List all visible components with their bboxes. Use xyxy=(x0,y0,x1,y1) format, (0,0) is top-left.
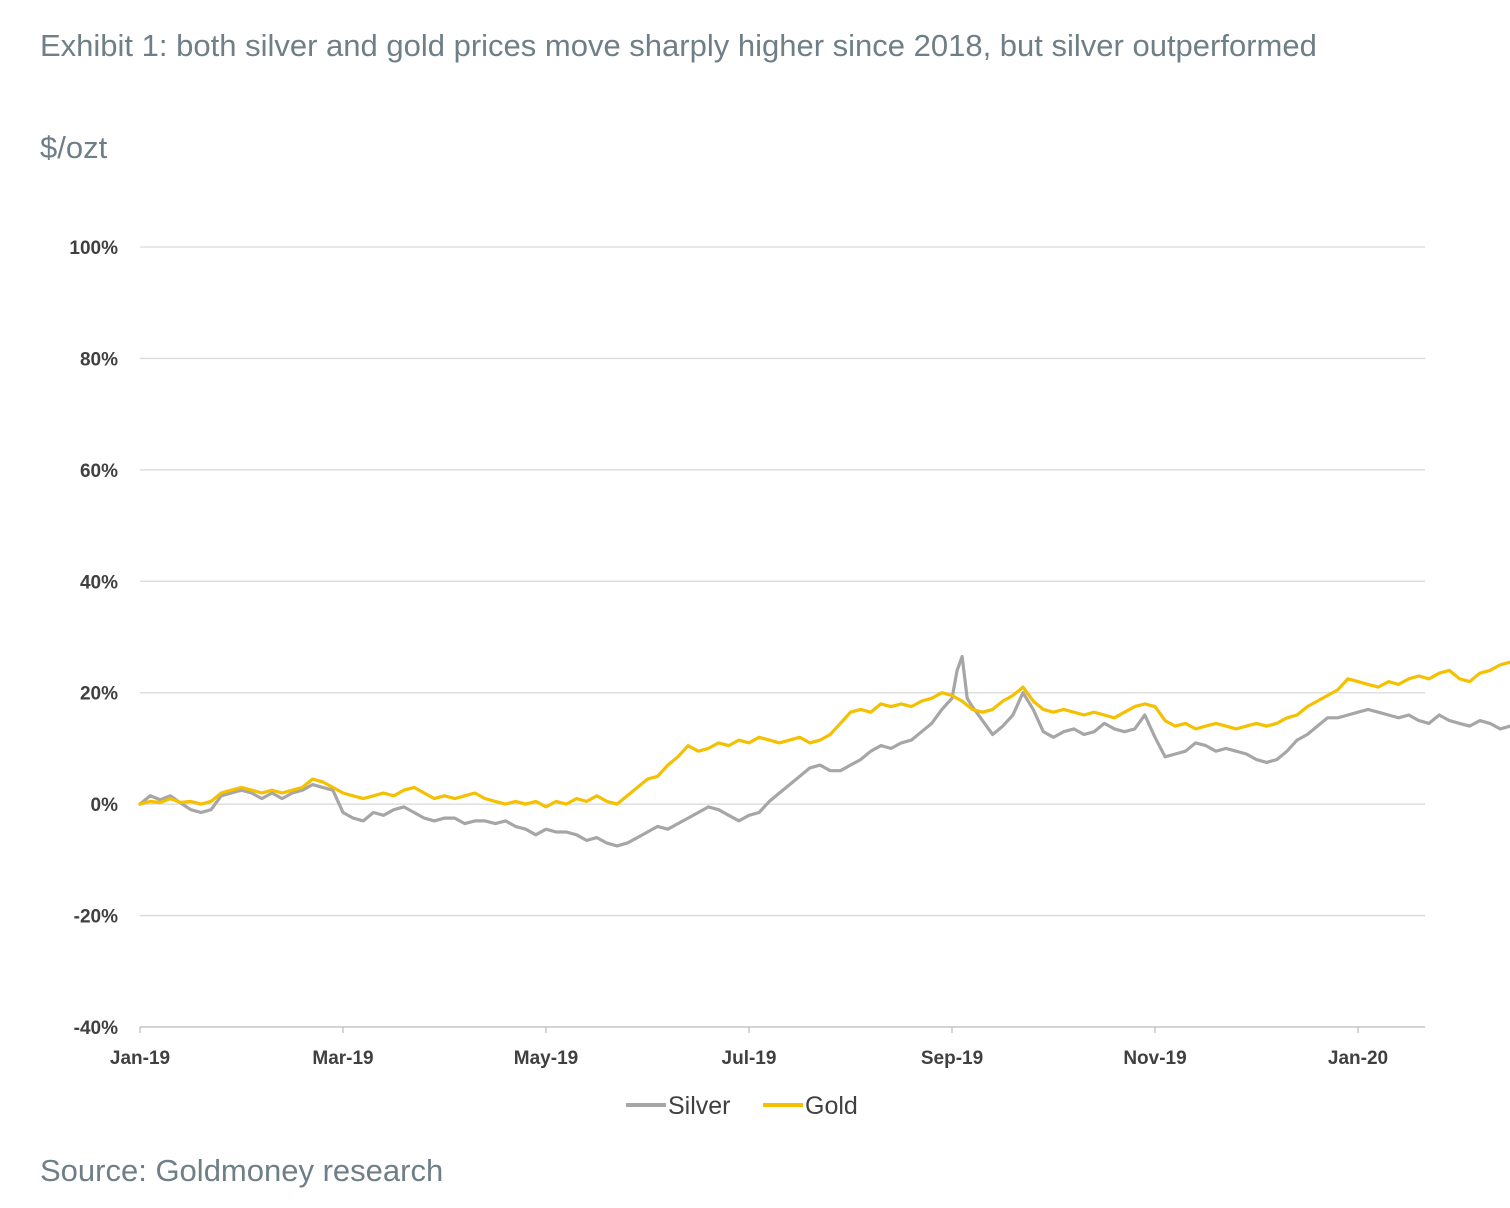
source-note: Source: Goldmoney research xyxy=(40,1153,444,1188)
x-tick-label: Mar-19 xyxy=(312,1048,373,1069)
y-axis-ticks: 100% 80% 60% 40% 20% 0% -20% -40% xyxy=(69,238,118,1039)
y-tick-label: 20% xyxy=(80,684,118,705)
legend-label-silver: Silver xyxy=(668,1092,731,1120)
y-tick-label: 100% xyxy=(69,238,118,259)
series-line-silver xyxy=(138,654,1510,848)
y-tick-label: 0% xyxy=(91,795,119,816)
x-tick-label: Jan-19 xyxy=(110,1048,170,1069)
x-tick-label: Jan-20 xyxy=(1328,1048,1388,1069)
y-tick-label: 40% xyxy=(80,572,118,593)
y-tick-label: -20% xyxy=(74,907,118,928)
series-lines xyxy=(138,654,1510,848)
legend: Silver Gold xyxy=(626,1092,858,1120)
series-line-gold xyxy=(138,660,1510,809)
x-tick-label: May-19 xyxy=(514,1048,578,1069)
x-tick-label: Jul-19 xyxy=(722,1048,777,1069)
y-tick-label: 80% xyxy=(80,349,118,370)
x-axis-ticks: Jan-19 Mar-19 May-19 Jul-19 Sep-19 Nov-19 Jan-… xyxy=(110,1026,1425,1069)
x-tick-label: Nov-19 xyxy=(1123,1048,1186,1069)
x-tick-label: Sep-19 xyxy=(921,1048,983,1069)
line-chart: 100% 80% 60% 40% 20% 0% -20% -40% Jan-19 Mar-19 M… xyxy=(69,238,1510,1120)
legend-label-gold: Gold xyxy=(805,1092,858,1120)
gridlines xyxy=(140,246,1425,1028)
unit-label: $/ozt xyxy=(40,130,108,165)
y-tick-label: -40% xyxy=(74,1018,118,1039)
chart-title: Exhibit 1: both silver and gold prices m… xyxy=(40,28,1317,63)
y-tick-label: 60% xyxy=(80,461,118,482)
